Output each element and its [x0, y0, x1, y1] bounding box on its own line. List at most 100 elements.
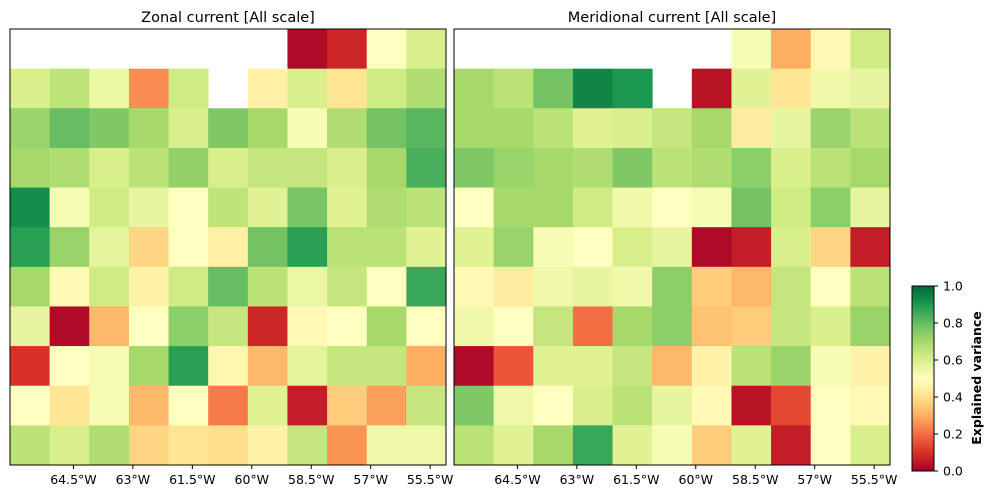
heatmap-cell [533, 68, 574, 109]
heatmap-cell [128, 187, 169, 228]
heatmap-cell [691, 346, 732, 387]
heatmap-cell [493, 187, 534, 228]
heatmap-cell [168, 227, 209, 268]
heatmap-cell [652, 187, 693, 228]
heatmap-cell [771, 346, 812, 387]
heatmap-cell [49, 187, 90, 228]
heatmap-cell [533, 187, 574, 228]
heatmap-cell [327, 425, 368, 466]
heatmap-cell [810, 68, 851, 109]
heatmap-cell [493, 147, 534, 188]
heatmap-cell [691, 425, 732, 466]
heatmap-cell [572, 385, 613, 426]
heatmap-cell [493, 346, 534, 387]
heatmap-cell [366, 68, 407, 109]
heatmap-cell [454, 108, 495, 149]
heatmap-cell [533, 346, 574, 387]
heatmap-cell [128, 385, 169, 426]
x-tick-label: 55.5°W [407, 472, 453, 487]
x-tick-label: 60°W [679, 472, 714, 487]
heatmap-cell [533, 147, 574, 188]
heatmap-cell [287, 306, 328, 347]
heatmap-cell [287, 68, 328, 109]
heatmap-cell [454, 306, 495, 347]
heatmap-cell [533, 385, 574, 426]
heatmap-cell [327, 346, 368, 387]
heatmap-cell [366, 346, 407, 387]
heatmap-cell [366, 306, 407, 347]
heatmap-cell [731, 425, 772, 466]
heatmap-cell [612, 108, 653, 149]
heatmap-cell [493, 385, 534, 426]
heatmap-cell [850, 187, 891, 228]
heatmap-cell [247, 147, 288, 188]
heatmap-cell [208, 346, 249, 387]
heatmap-cell [572, 306, 613, 347]
heatmap-cell [533, 425, 574, 466]
heatmap-cell [327, 29, 368, 70]
heatmap-cell [731, 266, 772, 307]
heatmap-cell [406, 108, 447, 149]
heatmap-cell [10, 425, 51, 466]
heatmap-cell [49, 108, 90, 149]
heatmap-cell [454, 425, 495, 466]
heatmap-cell [850, 108, 891, 149]
heatmap-cell [572, 147, 613, 188]
heatmap-cell [771, 68, 812, 109]
x-tick-label: 64.5°W [494, 472, 540, 487]
colorbar-tick-label: 0.8 [943, 316, 963, 331]
heatmap-cell [208, 306, 249, 347]
x-tick-label: 63°W [116, 472, 151, 487]
heatmap-cell [89, 425, 130, 466]
heatmap-cell [247, 306, 288, 347]
heatmap-cell [612, 147, 653, 188]
heatmap-cell [49, 425, 90, 466]
heatmap-cell [810, 385, 851, 426]
heatmap-cell [771, 306, 812, 347]
heatmap-cell [49, 68, 90, 109]
colorbar-tick-label: 0.6 [943, 353, 963, 368]
heatmap-cell [10, 68, 51, 109]
colorbar-tick-label: 0.0 [943, 464, 963, 479]
heatmap-cell [731, 108, 772, 149]
heatmap-cell [247, 385, 288, 426]
colorbar-tick-label: 0.2 [943, 427, 963, 442]
heatmap-cell [247, 266, 288, 307]
heatmap-cell [128, 68, 169, 109]
heatmap-cell [652, 227, 693, 268]
heatmap-cell [454, 187, 495, 228]
heatmap-cell [612, 187, 653, 228]
heatmap-cell [89, 385, 130, 426]
heatmap-cell [850, 68, 891, 109]
heatmap-cell [691, 385, 732, 426]
heatmap-cell [406, 29, 447, 70]
heatmap-cell [572, 187, 613, 228]
heatmap-cell [454, 68, 495, 109]
heatmap-cell [89, 227, 130, 268]
heatmap-cell [731, 227, 772, 268]
heatmap-cell [168, 187, 209, 228]
heatmap-cell [406, 385, 447, 426]
heatmap-cell [287, 346, 328, 387]
heatmap-cell [493, 108, 534, 149]
heatmap-cell [247, 108, 288, 149]
colorbar-label: Explained variance [969, 311, 984, 444]
heatmap-cell [454, 385, 495, 426]
heatmap-cell [406, 306, 447, 347]
heatmap-cell [366, 425, 407, 466]
heatmap-cell [327, 306, 368, 347]
heatmap-cell [406, 227, 447, 268]
heatmap-cell [10, 187, 51, 228]
heatmap-cell [287, 266, 328, 307]
heatmap-cell [612, 306, 653, 347]
heatmap-cell [10, 346, 51, 387]
colorbar-gradient [911, 285, 935, 472]
heatmap-cell [366, 147, 407, 188]
heatmap-cell [612, 425, 653, 466]
heatmap-cell [810, 29, 851, 70]
heatmap-cell [89, 306, 130, 347]
meridional-current-panel: Meridional current [All scale] 64.5°W 63°… [453, 10, 897, 487]
heatmap-cell [128, 108, 169, 149]
x-tick-label: 55.5°W [851, 472, 897, 487]
